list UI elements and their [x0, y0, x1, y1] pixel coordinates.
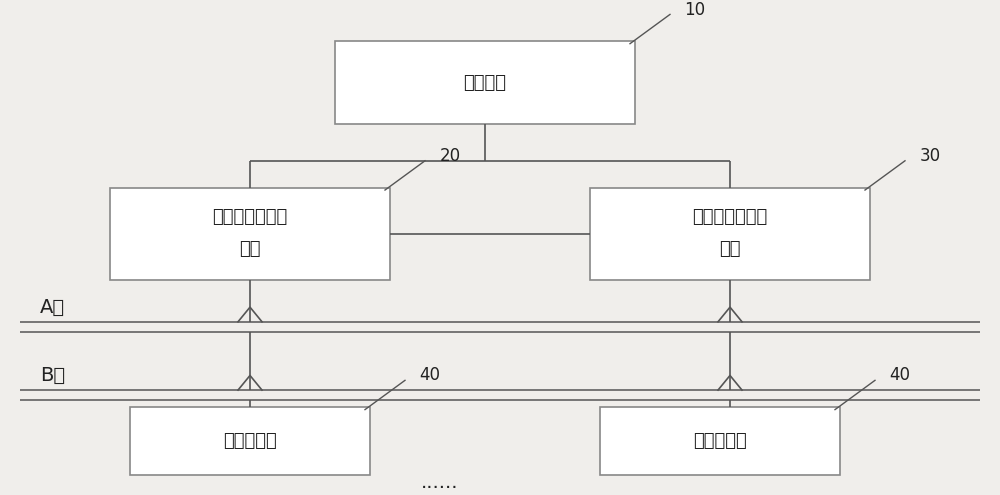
Text: 间隔层装置: 间隔层装置 [223, 432, 277, 450]
Text: ......: ...... [421, 473, 459, 493]
Text: 10: 10 [684, 0, 706, 18]
Text: 40: 40 [890, 366, 910, 385]
Text: 20: 20 [439, 147, 461, 165]
Bar [590, 188, 870, 280]
Text: 数据通信网关机: 数据通信网关机 [692, 208, 768, 226]
Bar [335, 41, 635, 124]
Text: B网: B网 [40, 366, 65, 385]
Bar [110, 188, 390, 280]
Text: 30: 30 [919, 147, 941, 165]
Bar [600, 407, 840, 476]
Text: 数据通信网关机: 数据通信网关机 [212, 208, 288, 226]
Text: 40: 40 [420, 366, 441, 385]
Text: 主站系统: 主站系统 [464, 74, 507, 92]
Bar [130, 407, 370, 476]
Text: 主机: 主机 [239, 240, 261, 257]
Text: 间隔层装置: 间隔层装置 [693, 432, 747, 450]
Text: 备机: 备机 [719, 240, 741, 257]
Text: A网: A网 [40, 297, 65, 317]
